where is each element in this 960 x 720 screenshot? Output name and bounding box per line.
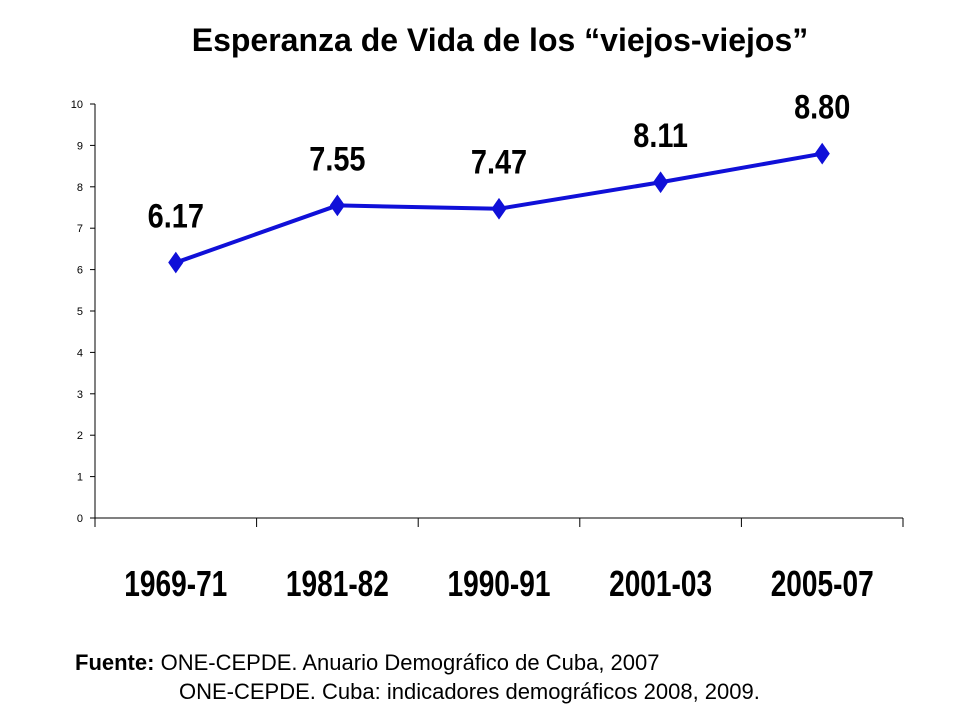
- data-label: 7.47: [471, 142, 527, 181]
- data-point: [814, 142, 830, 165]
- source-label: Fuente:: [75, 650, 155, 675]
- y-tick-label: 2: [77, 430, 83, 442]
- source-line-1: ONE-CEPDE. Anuario Demográfico de Cuba, …: [160, 650, 660, 675]
- x-tick-label: 1969-71: [124, 564, 227, 604]
- source-line-2: ONE-CEPDE. Cuba: indicadores demográfico…: [179, 679, 760, 704]
- data-point: [652, 171, 669, 194]
- y-tick-label: 0: [77, 513, 83, 525]
- y-tick-label: 8: [77, 182, 83, 194]
- y-tick-label: 6: [77, 265, 83, 277]
- y-tick-label: 10: [71, 99, 83, 111]
- y-tick-label: 3: [77, 389, 83, 401]
- y-tick-label: 9: [77, 140, 83, 152]
- data-point: [491, 197, 507, 220]
- x-tick-label: 1990-91: [447, 564, 550, 604]
- y-tick-label: 1: [77, 472, 83, 484]
- source-note: Fuente: ONE-CEPDE. Anuario Demográfico d…: [75, 648, 760, 706]
- y-tick-label: 7: [77, 223, 83, 235]
- line-chart: 0 1 2 3 4 5 6 7 8 9 10 1969-71 1981-82 1990-91 2001-03…: [71, 87, 904, 604]
- x-tick-label: 1981-82: [286, 564, 389, 604]
- data-label: 7.55: [309, 139, 365, 178]
- data-label: 6.17: [148, 196, 204, 235]
- data-point: [168, 251, 184, 274]
- y-tick-label: 4: [77, 347, 83, 359]
- data-label: 8.11: [633, 116, 688, 155]
- y-tick-label: 5: [77, 306, 83, 318]
- chart-title: Esperanza de Vida de los “viejos-viejos”: [191, 22, 809, 58]
- data-label: 8.80: [794, 87, 850, 126]
- x-tick-label: 2005-07: [771, 564, 874, 604]
- x-tick-label: 2001-03: [609, 564, 712, 604]
- data-point: [329, 194, 346, 217]
